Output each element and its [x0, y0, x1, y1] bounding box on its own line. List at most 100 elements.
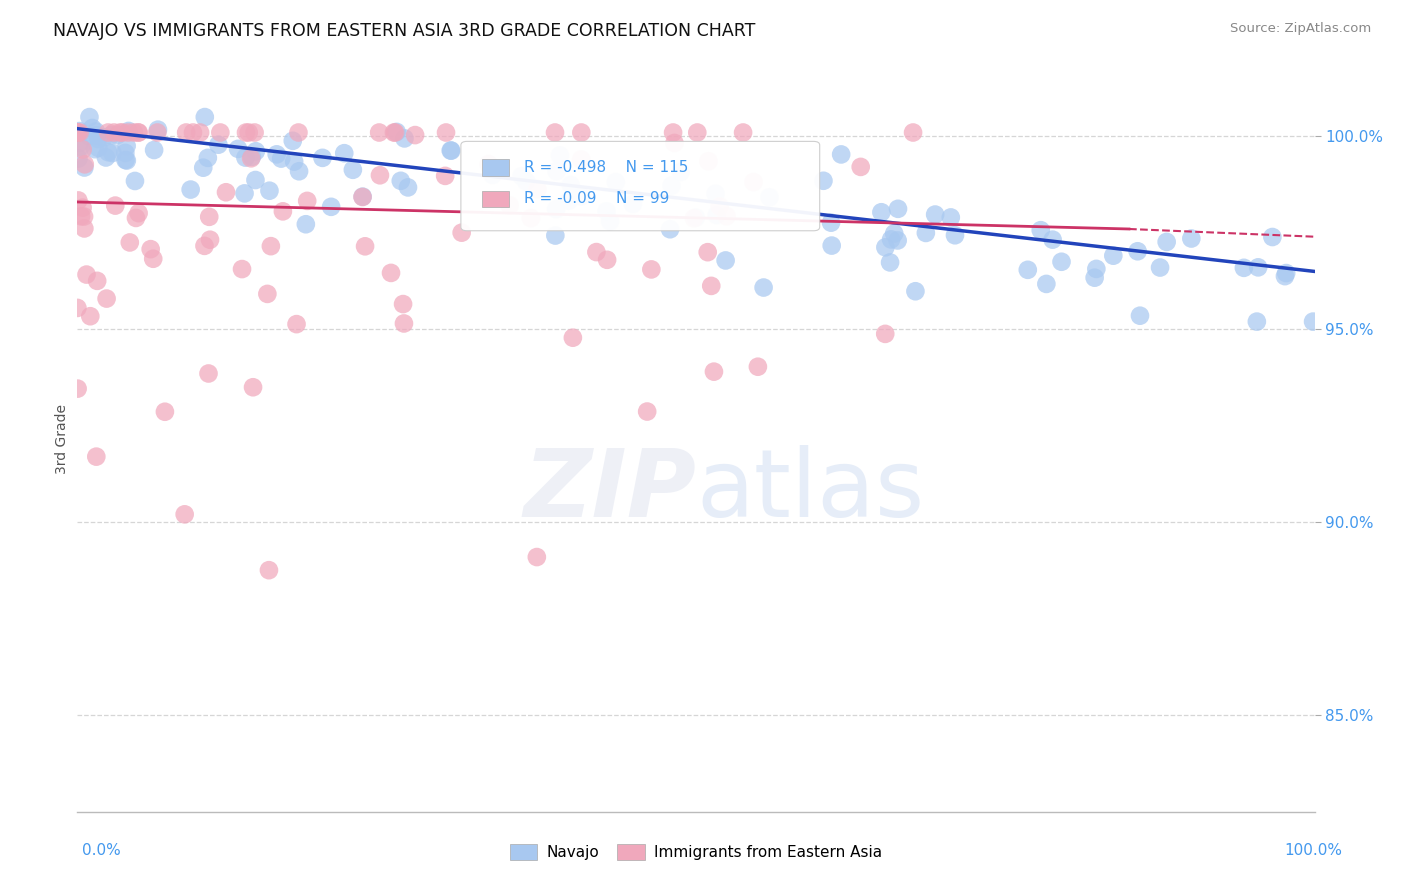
Point — [354, 239, 377, 253]
Point — [342, 162, 364, 177]
Point — [901, 126, 924, 140]
Point — [86, 128, 108, 143]
Point — [114, 153, 136, 167]
Point — [311, 151, 333, 165]
Point — [849, 160, 872, 174]
Point — [662, 126, 685, 140]
Point — [1274, 269, 1296, 284]
Point — [240, 151, 263, 165]
Point — [67, 194, 90, 208]
Point — [66, 126, 89, 140]
Point — [209, 126, 232, 140]
Point — [122, 126, 145, 140]
Point — [93, 130, 115, 145]
Point — [235, 151, 257, 165]
Point — [924, 208, 946, 222]
Point — [1129, 309, 1152, 323]
Point — [703, 365, 725, 379]
Point — [384, 126, 406, 140]
Point — [368, 126, 391, 140]
Text: 0.0%: 0.0% — [82, 843, 121, 857]
Text: 100.0%: 100.0% — [1285, 843, 1343, 857]
Point — [569, 189, 592, 203]
Point — [498, 198, 520, 212]
Point — [875, 326, 897, 341]
Point — [111, 126, 134, 140]
Point — [96, 292, 118, 306]
Point — [526, 182, 548, 196]
Point — [73, 157, 96, 171]
Point — [1246, 315, 1268, 329]
Point — [197, 367, 219, 381]
Point — [1084, 270, 1107, 285]
Point — [686, 126, 709, 140]
Point — [820, 216, 842, 230]
Point — [87, 141, 110, 155]
Point — [288, 164, 311, 178]
FancyBboxPatch shape — [461, 141, 820, 231]
Point — [103, 126, 125, 140]
Point — [215, 186, 238, 200]
Point — [943, 228, 966, 243]
Point — [79, 110, 101, 124]
Point — [742, 175, 765, 189]
Point — [97, 145, 120, 160]
Point — [231, 262, 253, 277]
Point — [257, 563, 280, 577]
Point — [285, 317, 308, 331]
Point — [238, 126, 260, 140]
Point — [197, 151, 219, 165]
Point — [271, 204, 294, 219]
Point — [86, 274, 108, 288]
Point — [77, 128, 100, 143]
Point — [295, 194, 318, 208]
Point — [173, 508, 195, 522]
Point — [1149, 260, 1171, 275]
Point — [194, 110, 217, 124]
Point — [193, 161, 215, 175]
Point — [716, 209, 738, 223]
Point — [1180, 231, 1202, 245]
Point — [558, 194, 581, 208]
Point — [117, 126, 139, 140]
Point — [813, 174, 835, 188]
Point — [128, 206, 150, 220]
Point — [733, 126, 755, 140]
Point — [352, 189, 374, 203]
Point — [394, 131, 416, 145]
Point — [259, 184, 281, 198]
Point — [1126, 244, 1149, 259]
Point — [886, 234, 908, 248]
Point — [830, 147, 852, 161]
Point — [380, 266, 402, 280]
Point — [72, 143, 94, 157]
Point — [1042, 233, 1064, 247]
Point — [146, 126, 169, 140]
Point — [124, 174, 146, 188]
Point — [1302, 315, 1324, 329]
Point — [544, 228, 567, 243]
Point — [256, 286, 278, 301]
Point — [887, 202, 910, 216]
Point — [139, 242, 162, 256]
Point — [82, 121, 104, 136]
Point — [714, 253, 737, 268]
Point — [1050, 254, 1073, 268]
Point — [146, 122, 169, 136]
Point — [198, 210, 221, 224]
Point — [69, 126, 91, 140]
Point — [118, 235, 141, 250]
Text: R = -0.09    N = 99: R = -0.09 N = 99 — [524, 191, 669, 206]
Point — [67, 152, 90, 166]
Point — [114, 145, 136, 160]
Point — [127, 126, 149, 140]
Point — [242, 380, 264, 394]
Point — [174, 126, 197, 140]
Point — [1261, 230, 1284, 244]
Point — [66, 126, 89, 140]
Legend: Navajo, Immigrants from Eastern Asia: Navajo, Immigrants from Eastern Asia — [510, 844, 882, 860]
Point — [596, 252, 619, 267]
Bar — [482, 160, 509, 176]
Point — [605, 175, 627, 189]
Point — [128, 126, 150, 140]
